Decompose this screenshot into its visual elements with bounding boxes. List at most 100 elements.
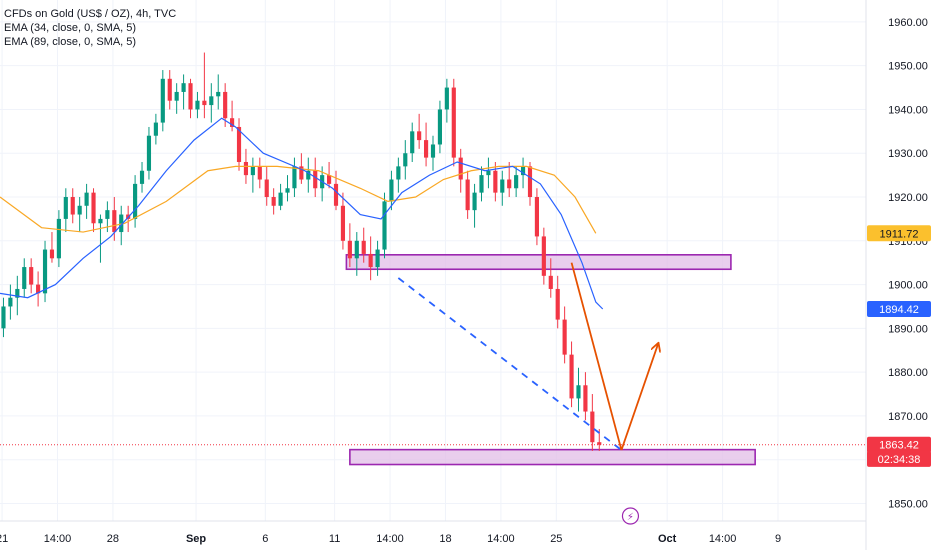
candle-body (230, 118, 235, 127)
ema-34-line (0, 117, 604, 310)
candle-body (91, 192, 96, 224)
chart-grid (0, 0, 867, 550)
candle-body (160, 78, 165, 123)
price-tick-label[interactable]: 1870.00 (888, 411, 928, 423)
candle-body (527, 166, 533, 198)
dashed-trendline[interactable] (397, 277, 622, 451)
chart-legend[interactable]: CFDs on Gold (US$ / OZ), 4h, TVC EMA (34… (4, 7, 176, 49)
ema-34-label[interactable]: EMA (34, close, 0, SMA, 5) (4, 22, 137, 34)
candle-body (36, 284, 41, 294)
candle-body (8, 297, 13, 307)
time-tick-label[interactable]: 28 (107, 533, 119, 545)
candle-body (146, 135, 152, 171)
candle-body (271, 197, 276, 206)
candle-body (548, 275, 553, 289)
time-tick-label[interactable]: 14:00 (709, 533, 737, 545)
candle-body (534, 197, 539, 237)
zone-rectangle[interactable] (345, 254, 732, 271)
candle-body (49, 249, 55, 259)
candle-body (507, 179, 512, 189)
candle-body (417, 131, 422, 141)
candle-body (555, 288, 560, 320)
time-tick-label[interactable]: 21 (0, 533, 8, 545)
time-tick-label[interactable]: 18 (439, 533, 451, 545)
decline-line[interactable] (570, 262, 623, 451)
candle-body (202, 100, 207, 106)
candle-body (119, 214, 124, 233)
candle-body (583, 385, 588, 412)
ema-89-label[interactable]: EMA (89, close, 0, SMA, 5) (4, 36, 137, 48)
time-tick-label[interactable]: 9 (775, 533, 781, 545)
symbol-title[interactable]: CFDs on Gold (US$ / OZ), 4h, TVC (4, 8, 177, 20)
candle-body (70, 197, 75, 215)
time-tick-label[interactable]: Sep (186, 533, 206, 545)
ema-lines (0, 117, 604, 310)
price-tick-label[interactable]: 1930.00 (888, 148, 928, 160)
price-axis[interactable]: 1850.001860.001870.001880.001890.001900.… (888, 17, 928, 511)
drawing-tools[interactable]: ⚡ (0, 262, 866, 525)
candle-body (174, 91, 179, 101)
candle-body (465, 179, 470, 211)
candle-body (444, 87, 449, 110)
time-tick-label[interactable]: 25 (550, 533, 562, 545)
candle-body (112, 210, 117, 233)
candle-body (313, 170, 318, 189)
candle-body (368, 253, 373, 268)
candle-body (133, 183, 138, 219)
candle-body (1, 306, 6, 329)
zone-rectangle[interactable] (349, 448, 756, 466)
candle-body (195, 100, 200, 110)
price-tick-label[interactable]: 1960.00 (888, 17, 928, 29)
event-marker[interactable] (621, 507, 640, 525)
candle-body (327, 175, 332, 184)
candle-body (590, 411, 595, 443)
support-resistance-zones[interactable] (345, 254, 756, 466)
candle-body (56, 218, 61, 259)
time-axis[interactable]: 21 14:00 28 Sep 6 11 14:00 18 14:00 25 Oct 14:00 9 (0, 533, 781, 545)
candle-body (354, 240, 359, 259)
price-tick-label[interactable]: 1940.00 (888, 104, 928, 116)
candle-body (410, 131, 415, 154)
price-tag (867, 225, 931, 242)
candle-body (306, 170, 311, 180)
price-tick-label[interactable]: 1890.00 (888, 323, 928, 335)
price-tags: 1911.72 1894.42 1863.42 02:34:38 (867, 225, 931, 467)
time-tick-label[interactable]: 14:00 (44, 533, 72, 545)
candle-body (493, 170, 498, 193)
time-tick-label[interactable]: Oct (658, 533, 677, 545)
candle-body (77, 205, 82, 215)
candle-body (188, 83, 193, 110)
candle-body (167, 78, 172, 101)
price-tick-label[interactable]: 1880.00 (888, 367, 928, 379)
candle-body (264, 179, 269, 198)
candle-body (29, 267, 34, 285)
time-tick-label[interactable]: 14:00 (487, 533, 515, 545)
candle-body (375, 249, 380, 268)
time-tick-label[interactable]: 14:00 (376, 533, 404, 545)
projection-arrow[interactable] (620, 344, 658, 451)
candle-body (423, 140, 429, 158)
candle-body (223, 91, 228, 119)
candle-body (139, 170, 145, 184)
candle-body (22, 267, 27, 289)
candle-body (333, 183, 339, 206)
candle-body (430, 144, 436, 158)
candle-body (299, 166, 304, 180)
lightning-icon[interactable]: ⚡ (627, 512, 634, 523)
candle-body (437, 109, 443, 145)
candle-body (479, 175, 484, 193)
time-tick-label[interactable]: 11 (329, 533, 340, 545)
price-tick-label[interactable]: 1850.00 (888, 498, 928, 510)
time-tick-label[interactable]: 6 (262, 533, 268, 545)
candle-body (84, 192, 89, 206)
candle-body (541, 236, 546, 276)
price-tick-label[interactable]: 1920.00 (888, 192, 928, 204)
ema-89-line (0, 165, 597, 234)
price-tick-label[interactable]: 1950.00 (888, 61, 928, 73)
candle-body (285, 188, 290, 193)
candle-body (500, 179, 505, 193)
candle-body (403, 153, 408, 167)
price-tag-label: 1894.42 (879, 304, 919, 316)
price-tick-label[interactable]: 1900.00 (888, 280, 928, 292)
